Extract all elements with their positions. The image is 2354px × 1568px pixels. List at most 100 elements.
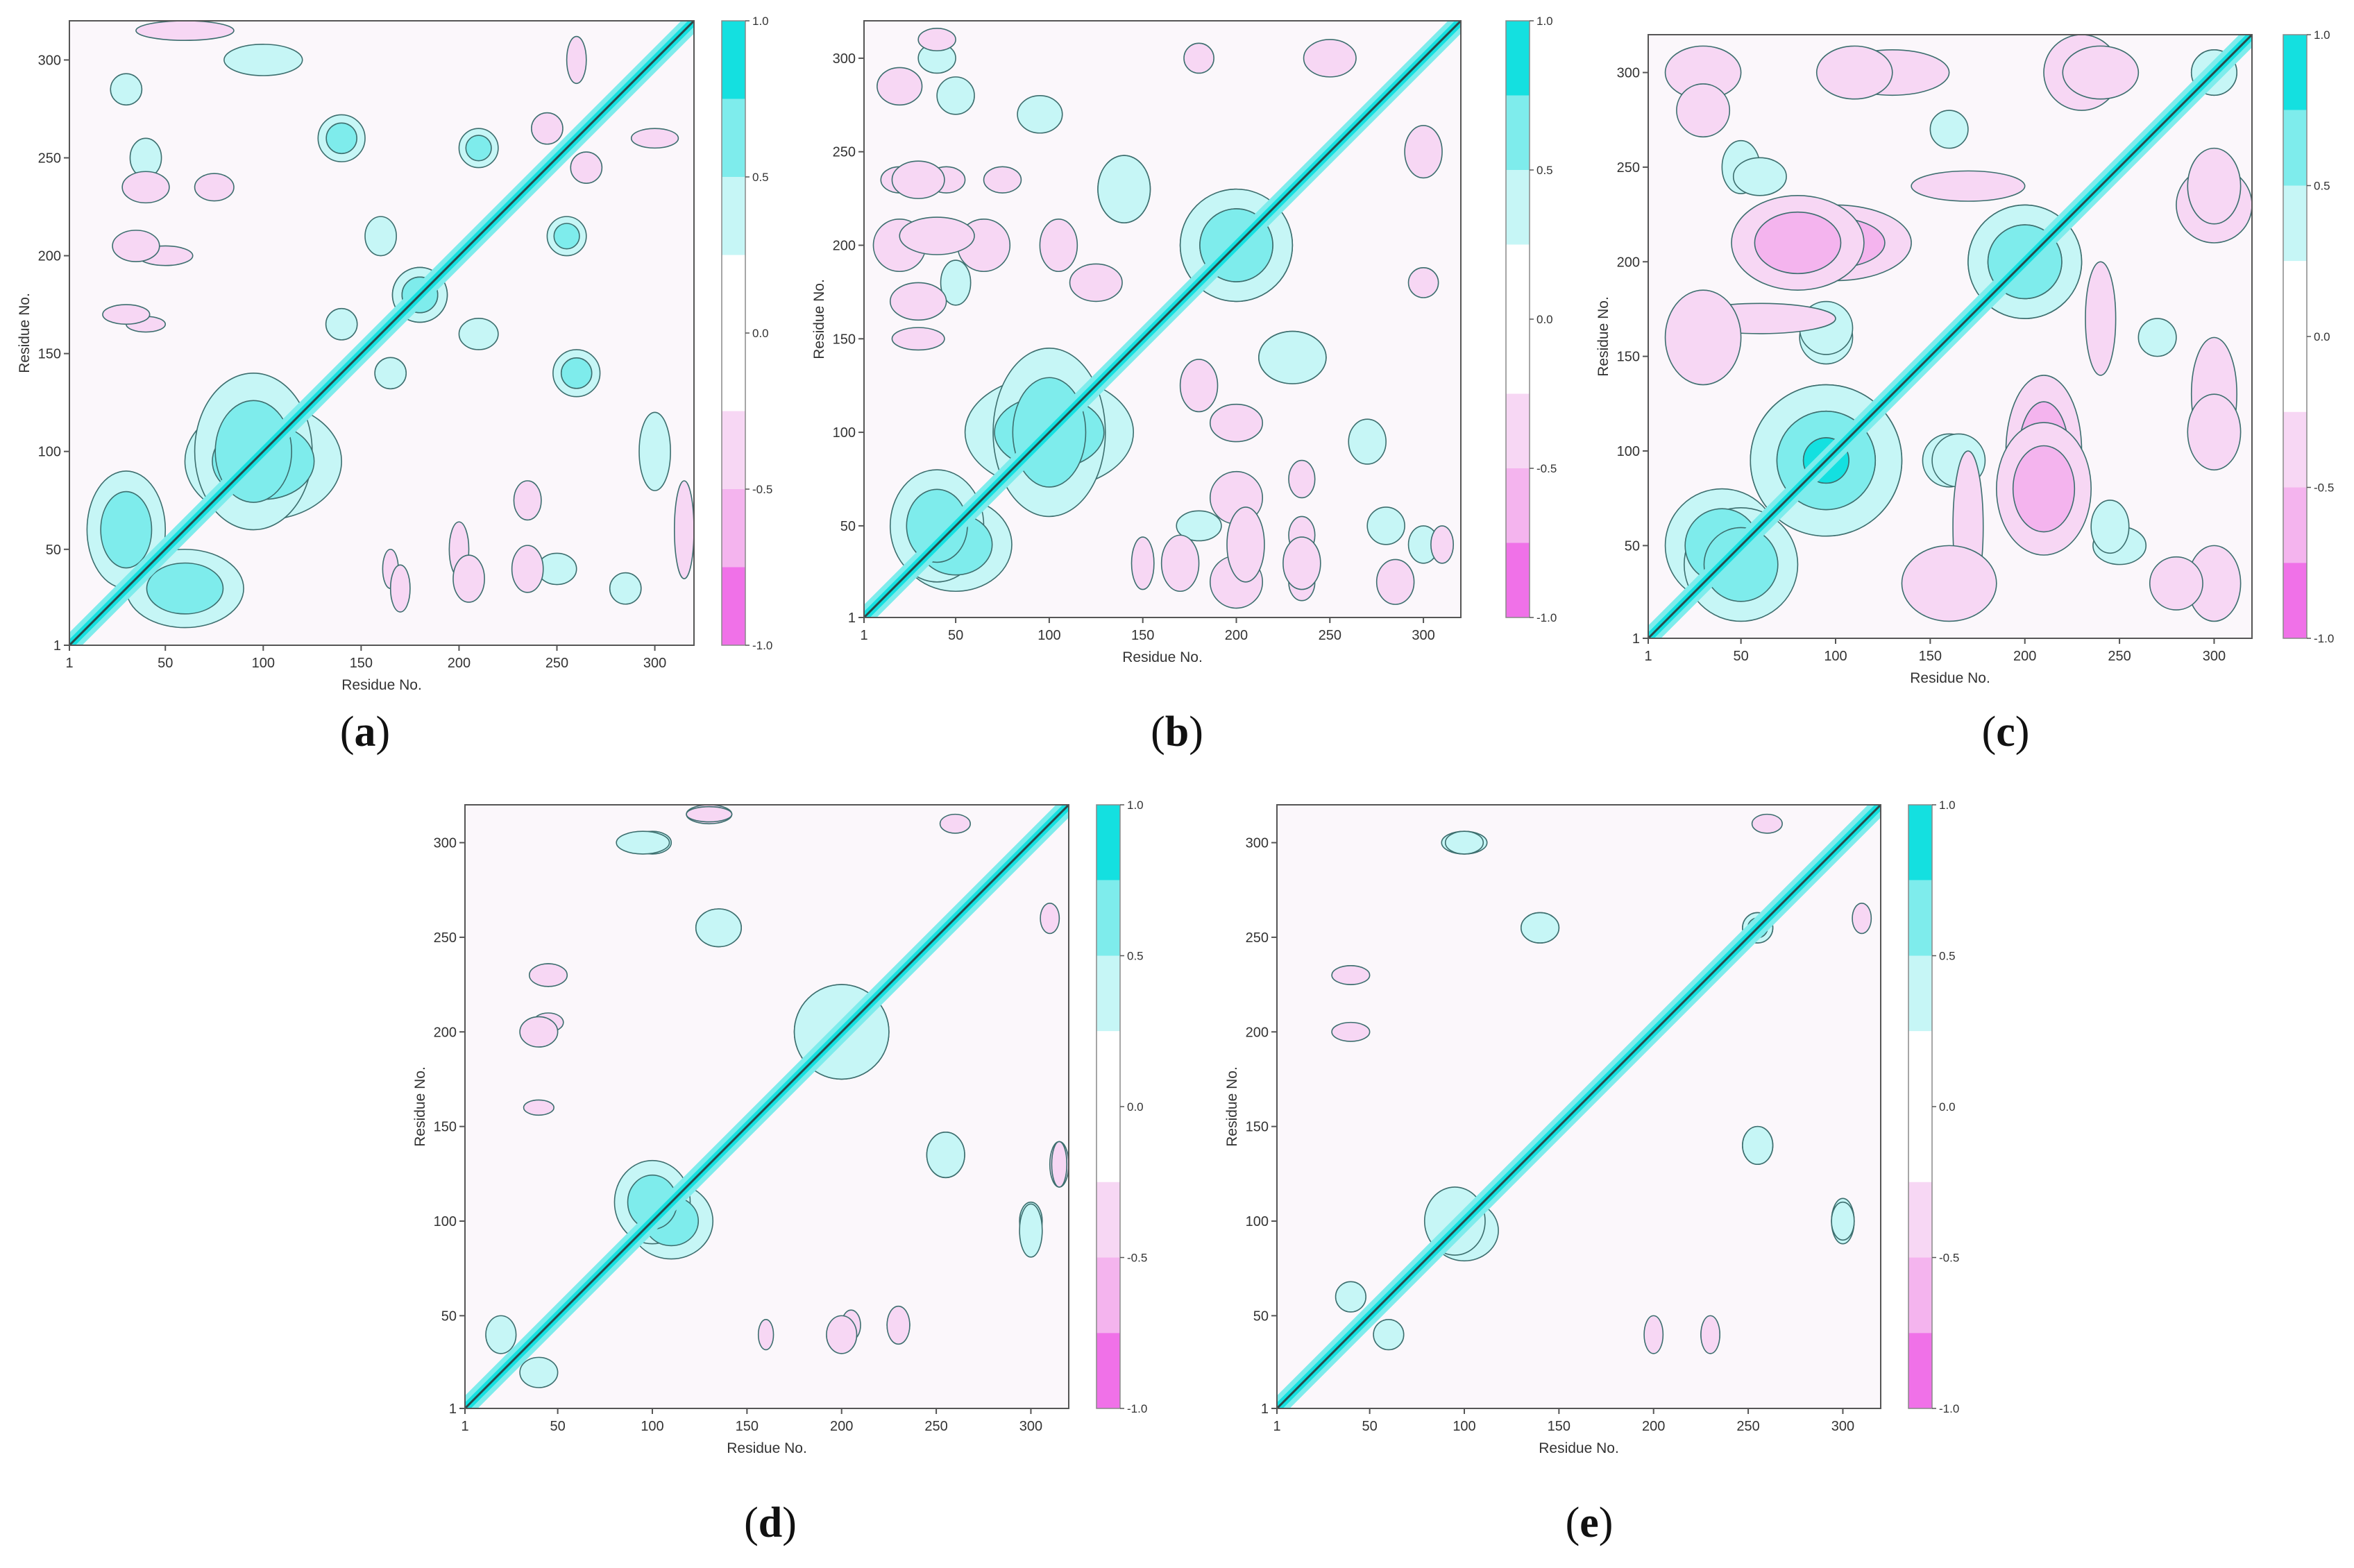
positive-region-6-mirror-level-1 <box>519 1356 559 1388</box>
x-tick-label: 1 <box>860 628 867 643</box>
negative-region-4-level-1 <box>452 554 485 603</box>
plot-frame <box>464 804 1069 1409</box>
negative-region-4-level-1 <box>757 1319 774 1351</box>
negative-region-8-level-1 <box>570 151 603 184</box>
colorbar-band-6 <box>1506 393 1530 468</box>
colorbar-tick-label: -0.5 <box>1127 1252 1147 1265</box>
colorbar-band-5 <box>722 333 745 411</box>
x-tick-label: 100 <box>252 656 275 671</box>
colorbar-tick-label: 0.5 <box>1127 950 1144 963</box>
positive-region-8-mirror-level-1 <box>458 318 499 350</box>
y-tick-label: 1 <box>1261 1401 1269 1417</box>
positive-region-4-level-2 <box>560 357 593 389</box>
y-axis-label: Residue No. <box>1595 296 1611 377</box>
positive-region-6-level-1 <box>1176 510 1222 542</box>
colorbar-band-3 <box>2283 185 2307 262</box>
y-tick-label: 100 <box>1617 444 1640 459</box>
negative-region-5-mirror-level-1 <box>1288 459 1316 499</box>
x-axis-label: Residue No. <box>341 677 422 693</box>
y-tick-label: 150 <box>833 332 856 347</box>
y-tick-label: 200 <box>38 249 61 264</box>
correlation-regions <box>1277 805 1881 1408</box>
negative-region-7-level-1 <box>1040 903 1060 935</box>
correlation-regions <box>864 21 1461 617</box>
x-tick-label: 200 <box>1225 628 1248 643</box>
y-tick-label: 1 <box>53 638 61 654</box>
x-tick-label: 200 <box>1642 1419 1665 1434</box>
colorbar-band-1 <box>1506 21 1530 96</box>
correlation-regions <box>465 805 1069 1408</box>
dccm-chart-a: 1 50 100 150 200 250 300150100150200250300Resi… <box>17 15 772 693</box>
y-tick-label: 250 <box>1246 930 1269 946</box>
x-tick-label: 250 <box>924 1419 947 1434</box>
panel-a: 1 50 100 150 200 250 300 1 50 100 150 200 250 300 Resi… <box>17 7 777 693</box>
colorbar-tick-label: -1.0 <box>1939 1402 1959 1415</box>
colorbar-tick-label: -1.0 <box>752 639 772 652</box>
x-tick-label: 1 <box>1644 649 1652 664</box>
negative-region-3-level-1 <box>886 1305 911 1345</box>
colorbar-band-2 <box>1096 880 1120 956</box>
colorbar-band-5 <box>1096 1107 1120 1182</box>
positive-region-7-level-1 <box>1366 506 1405 545</box>
plot-frame <box>1648 34 2253 639</box>
x-tick-label: 250 <box>2108 649 2131 664</box>
negative-region-6-mirror-level-1 <box>1051 1141 1068 1188</box>
y-tick-label: 250 <box>1617 160 1640 176</box>
panel-b: 1 50 100 150 200 250 300 1 50 100 150 200 250 300 Resi… <box>798 7 1557 673</box>
x-tick-label: 200 <box>448 656 471 671</box>
negative-region-2-mirror-level-2 <box>1754 211 1842 275</box>
y-axis-label: Residue No. <box>811 279 827 359</box>
colorbar-band-3 <box>1506 170 1530 245</box>
colorbar-band-7 <box>1096 1257 1120 1333</box>
colorbar-band-4 <box>1096 1031 1120 1107</box>
x-tick-label: 200 <box>2013 649 2036 664</box>
y-tick-label: 50 <box>1253 1309 1269 1324</box>
negative-region-2-level-2 <box>2012 445 2076 533</box>
negative-region-3-mirror-level-1 <box>528 963 568 987</box>
positive-region-5-mirror-level-1 <box>1017 95 1063 134</box>
positive-region-3-mirror-level-1 <box>926 1132 965 1179</box>
positive-region-5-level-1 <box>1373 1319 1405 1351</box>
dccm-chart-c: 1 50 100 150 200 250 300150100150200250300Resi… <box>1595 28 2334 686</box>
colorbar-band-3 <box>1096 955 1120 1032</box>
negative-region-5-mirror-level-1 <box>121 171 170 204</box>
y-tick-label: 250 <box>38 151 61 166</box>
x-axis-label: Residue No. <box>727 1440 807 1456</box>
positive-region-4-mirror-level-1 <box>1831 1201 1855 1241</box>
x-tick-label: 100 <box>641 1419 663 1434</box>
positive-region-3-level-1 <box>695 908 742 948</box>
positive-region-4-mirror-level-2 <box>325 122 357 155</box>
negative-region-14-level-1 <box>1183 42 1214 74</box>
positive-region-5-level-1 <box>1019 1203 1043 1258</box>
positive-region-3-mirror-level-2 <box>553 223 580 250</box>
x-tick-label: 200 <box>830 1419 853 1434</box>
colorbar-band-4 <box>1506 244 1530 319</box>
negative-region-8-mirror-level-1 <box>531 112 564 145</box>
y-tick-label: 50 <box>840 519 856 534</box>
negative-region-2-mirror-level-1 <box>1209 403 1264 443</box>
positive-region-1-level-2 <box>146 562 224 615</box>
positive-region-5-level-1 <box>1348 418 1387 465</box>
positive-region-4-level-1 <box>1444 830 1484 855</box>
dccm-chart-e: 1 50 100 150 200 250 300150100150200250300Resi… <box>1224 799 1959 1456</box>
y-tick-label: 100 <box>434 1214 457 1229</box>
y-tick-label: 50 <box>441 1309 457 1324</box>
panel-e: 1 50 100 150 200 250 300 1 50 100 150 200 250 300 Resi… <box>1208 798 1959 1478</box>
positive-region-8-level-1 <box>364 216 397 257</box>
negative-region-6-mirror-level-1 <box>102 304 151 325</box>
colorbar-tick-label: 0.5 <box>752 171 769 184</box>
negative-region-8-level-1 <box>2187 393 2242 471</box>
x-tick-label: 50 <box>1362 1419 1378 1434</box>
x-tick-label: 50 <box>550 1419 566 1434</box>
x-tick-label: 1 <box>461 1419 468 1434</box>
colorbar-tick-label: 0.5 <box>2314 180 2330 193</box>
negative-region-2-level-1 <box>1643 1315 1664 1354</box>
negative-region-12-level-1 <box>891 327 945 351</box>
negative-region-12-mirror-level-1 <box>1131 536 1155 590</box>
negative-region-1-mirror-level-1 <box>513 480 542 521</box>
positive-region-9-level-1 <box>325 307 358 341</box>
positive-region-2-mirror-level-2 <box>1703 527 1779 602</box>
positive-region-2-level-1 <box>1521 912 1560 944</box>
x-tick-label: 150 <box>1548 1419 1570 1434</box>
colorbar-tick-label: -0.5 <box>2314 482 2334 495</box>
